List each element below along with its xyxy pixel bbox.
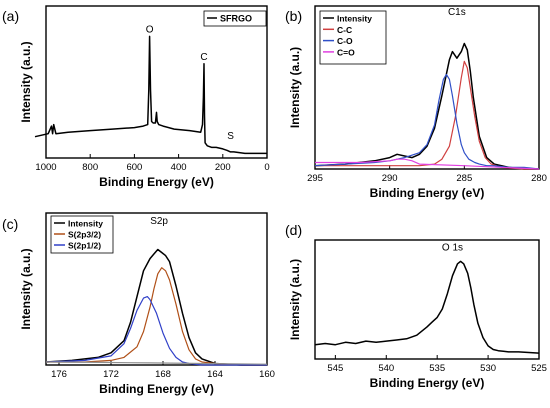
x-tick-label: 530 (480, 363, 496, 374)
legend-entry: S(2p3/2) (68, 230, 101, 240)
panel-b: (b) 295 290 285 280 Binding Energy (eV) Intens… (285, 5, 547, 200)
x-tick-label: 280 (531, 173, 547, 184)
x-tick-label: 545 (327, 363, 343, 374)
x-tick-label: 164 (207, 369, 223, 380)
x-tick-label: 200 (215, 162, 231, 173)
legend-entry: SFRGO (220, 14, 252, 24)
y-axis-label: Intensity (a.u.) (19, 41, 33, 122)
x-tick-label: 290 (382, 173, 398, 184)
x-tick-label: 540 (378, 363, 394, 374)
x-tick-label: 295 (307, 173, 323, 184)
plot-frame (45, 5, 268, 159)
legend: SFRGO (203, 10, 267, 27)
y-axis-label: Intensity (a.u.) (288, 259, 302, 340)
panel-d: (d) 545 540 535 530 525 Binding Energy (eV) Int… (285, 222, 547, 390)
y-axis-label: Intensity (a.u.) (19, 248, 33, 329)
panel-label: (a) (2, 8, 19, 24)
legend-entry: C-O (337, 36, 353, 46)
peak-annotation: S (227, 131, 234, 142)
x-axis-label: Binding Energy (eV) (99, 382, 214, 396)
series-line-c-o (314, 73, 540, 170)
x-tick-label: 160 (259, 369, 275, 380)
legend-box (203, 10, 267, 27)
legend-entry: C=O (337, 47, 355, 57)
plot-frame (314, 5, 540, 170)
series-line-c-o (315, 158, 540, 170)
series-line-c-c (315, 60, 539, 170)
x-tick-label: 168 (155, 369, 171, 380)
legend-entry: Intensity (337, 14, 372, 24)
peak-annotation: C1s (448, 7, 466, 18)
x-tick-label: 172 (103, 369, 119, 380)
series-line-intensity (45, 248, 267, 366)
panel-label: (d) (285, 222, 302, 238)
x-axis-label: Binding Energy (eV) (370, 186, 485, 200)
plot-frame (314, 239, 540, 360)
series-line-intensity (314, 42, 539, 170)
peak-annotation: O 1s (442, 242, 463, 253)
series-line-s-2p3-2 (46, 267, 267, 366)
legend-entry: S(2p1/2) (68, 241, 101, 251)
x-tick-label: 1000 (35, 162, 56, 173)
panel-label: (b) (285, 8, 302, 24)
legend-entry: Intensity (68, 219, 103, 229)
peak-annotation: S2p (150, 216, 168, 227)
x-tick-label: 176 (51, 369, 67, 380)
x-tick-label: 535 (429, 363, 445, 374)
x-tick-label: 600 (126, 162, 142, 173)
y-axis-label: Intensity (a.u.) (288, 47, 302, 128)
series-line-o-1s (314, 260, 540, 354)
legend-box (319, 10, 387, 65)
plot-frame (45, 212, 268, 366)
x-axis-label: Binding Energy (eV) (370, 376, 485, 390)
peak-annotation: O (146, 24, 154, 35)
series-line-s-2p1-2 (45, 296, 267, 366)
x-tick-label: 0 (264, 162, 269, 173)
panel-label: (c) (2, 216, 18, 232)
x-axis-label: Binding Energy (eV) (99, 175, 214, 189)
legend-entry: C-C (337, 25, 352, 35)
baseline-line (45, 361, 268, 365)
panel-c: (c) 176 172 168 164 160 Binding Energy (eV) Int… (2, 212, 275, 396)
panel-a: (a) 1000 800 600 400 200 0 Binding Energy (eV) I… (2, 5, 270, 189)
x-tick-label: 800 (82, 162, 98, 173)
x-tick-label: 525 (531, 363, 547, 374)
peak-annotation: C (200, 52, 207, 63)
x-tick-label: 400 (171, 162, 187, 173)
series-line-sfrgo (34, 35, 267, 155)
x-tick-label: 285 (456, 173, 472, 184)
